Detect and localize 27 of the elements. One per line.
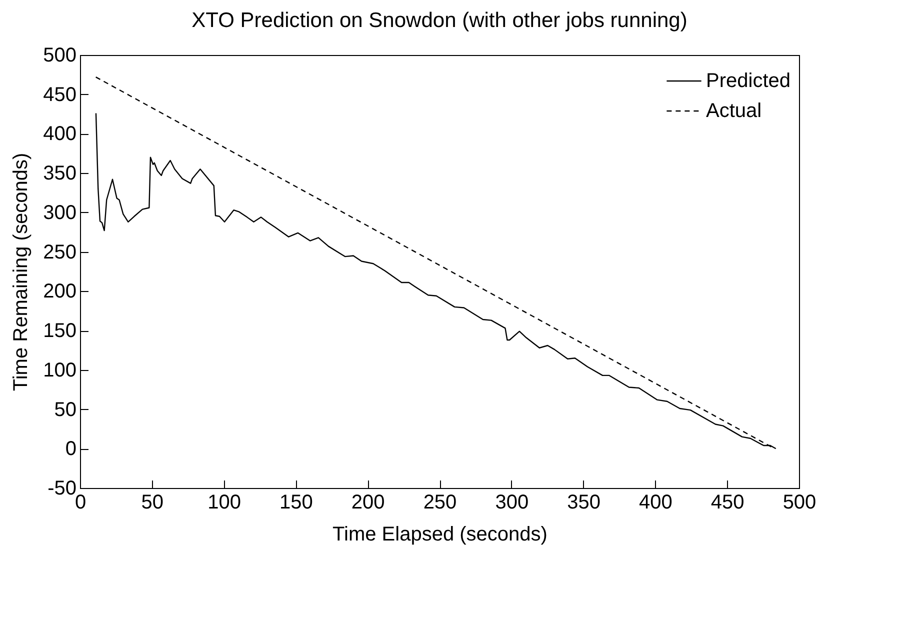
x-tick-label: 300 xyxy=(495,492,529,514)
y-tick-label: 100 xyxy=(43,359,76,382)
y-tick-label: 400 xyxy=(43,123,76,146)
chart-title: XTO Prediction on Snowdon (with other jobs running) xyxy=(192,9,688,32)
x-tick-label: 250 xyxy=(423,492,457,514)
y-tick-label: 350 xyxy=(43,162,76,185)
y-tick-label: 0 xyxy=(65,438,76,460)
y-tick-label: -50 xyxy=(48,478,76,500)
x-tick-label: 200 xyxy=(351,492,385,514)
y-tick-label: 500 xyxy=(43,44,76,66)
y-tick-label: 250 xyxy=(43,241,76,264)
legend-label: Actual xyxy=(706,100,762,122)
x-tick-label: 150 xyxy=(280,492,313,514)
y-tick-label: 450 xyxy=(43,84,76,106)
y-tick-label: 150 xyxy=(43,320,76,342)
x-tick-label: 100 xyxy=(208,492,241,514)
x-tick-label: 500 xyxy=(782,492,816,514)
y-tick-label: 300 xyxy=(43,202,76,224)
y-tick-label: 50 xyxy=(54,398,76,421)
y-axis-title: Time Remaining (seconds) xyxy=(10,152,32,392)
x-tick-label: 50 xyxy=(141,492,164,514)
x-tick-label: 400 xyxy=(639,492,672,514)
x-axis-title: Time Elapsed (seconds) xyxy=(332,524,548,546)
legend-label: Predicted xyxy=(706,70,790,92)
x-tick-label: 450 xyxy=(710,492,744,514)
y-tick-label: 200 xyxy=(43,280,76,303)
x-tick-label: 350 xyxy=(567,492,600,514)
